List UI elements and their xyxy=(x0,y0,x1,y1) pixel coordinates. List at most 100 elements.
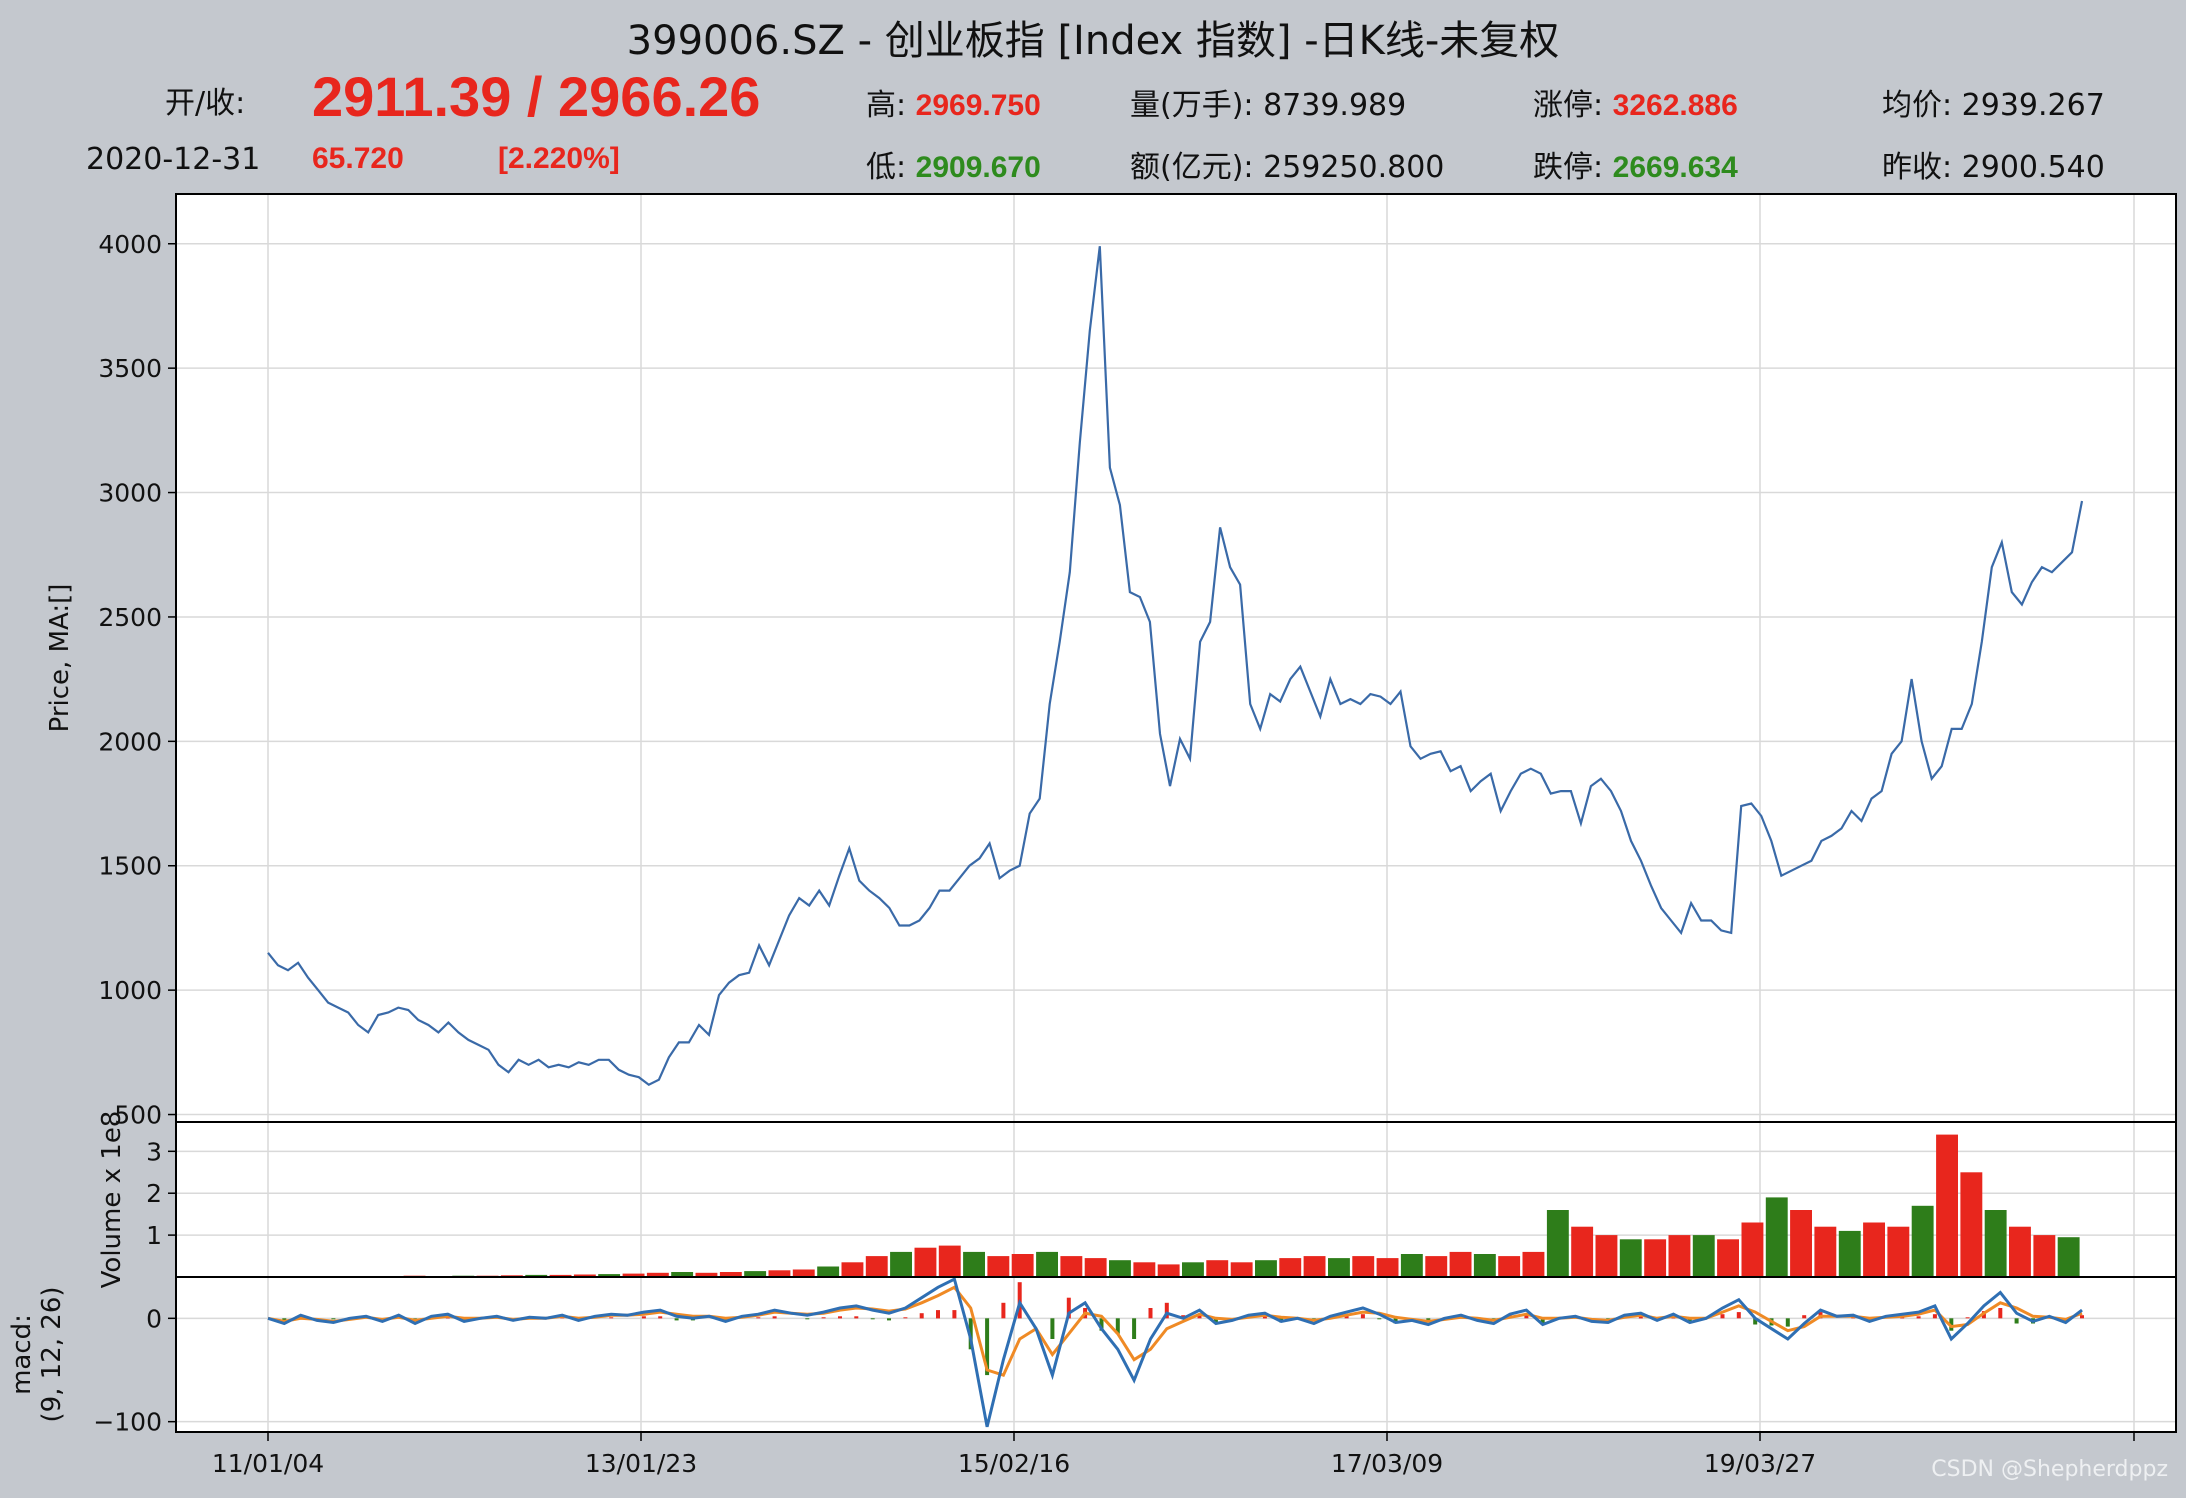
high-value: 2969.750 xyxy=(915,89,1041,122)
change-pct-value: [2.220%] xyxy=(498,142,620,175)
panel-bg-0 xyxy=(176,194,2176,1122)
macd-histogram-bar xyxy=(1916,1316,1921,1319)
macd-histogram-bar xyxy=(887,1318,891,1321)
volume-bar xyxy=(1838,1230,1861,1277)
volume-bar xyxy=(1644,1239,1667,1277)
limit-up-value: 3262.886 xyxy=(1612,89,1738,122)
volume-bar xyxy=(1011,1254,1034,1277)
volume-bar xyxy=(1036,1251,1058,1277)
macd-histogram-bar xyxy=(1638,1316,1643,1319)
macd-histogram-bar xyxy=(1360,1314,1365,1319)
open-close-value: 2911.39 / 2966.26 xyxy=(312,65,761,128)
volume-bar xyxy=(695,1272,718,1277)
volume-bar xyxy=(1084,1258,1107,1277)
macd-line xyxy=(267,1276,2083,1428)
volume-bar xyxy=(841,1262,864,1277)
low-label: 低: 2909.670 xyxy=(866,142,1041,186)
macd-histogram-bar xyxy=(1377,1318,1382,1320)
prev-close-label: 昨收: 2900.540 xyxy=(1882,142,2105,186)
limit-up-label: 涨停: 3262.886 xyxy=(1533,80,1738,124)
open-close-label: 开/收: xyxy=(165,86,246,121)
panel-border-2 xyxy=(175,1276,2177,1433)
watermark: CSDN @Shepherdppz xyxy=(1931,1457,2168,1482)
prev-close-label-text: 昨收: xyxy=(1882,150,1953,185)
macd-histogram-bar xyxy=(919,1313,924,1319)
volume-bar xyxy=(1425,1256,1448,1277)
volume-bar xyxy=(987,1256,1010,1277)
volume-bar xyxy=(1546,1210,1569,1277)
volume-bar xyxy=(1473,1254,1496,1277)
macd-histogram-bar xyxy=(1344,1315,1349,1319)
volume-label: 量(万手): 8739.989 xyxy=(1130,80,1406,124)
limit-down-value: 2669.634 xyxy=(1612,151,1738,184)
volume-bar xyxy=(865,1256,888,1277)
volume-bar xyxy=(914,1247,937,1277)
limit-up-label-text: 涨停: xyxy=(1533,88,1604,123)
volume-bar xyxy=(792,1269,815,1277)
volume-bar xyxy=(622,1273,645,1277)
volume-bar xyxy=(1303,1256,1326,1277)
volume-bar xyxy=(1911,1205,1934,1277)
volume-bar xyxy=(1595,1235,1618,1277)
x-tick-label-3: 17/03/09 xyxy=(1331,1449,1443,1478)
volume-bar xyxy=(2009,1226,2031,1277)
volume-bar xyxy=(1790,1210,1812,1277)
macd-histogram-bar xyxy=(1115,1318,1120,1334)
volume-bar xyxy=(1400,1254,1423,1277)
volume-ytick-label-0: 1 xyxy=(146,1221,162,1250)
volume-axis-label: Volume x 1e8 xyxy=(97,1111,127,1289)
macd-histogram-bar xyxy=(1050,1318,1055,1339)
macd-histogram-bar xyxy=(1001,1302,1006,1319)
price-ytick-label-6: 3500 xyxy=(98,354,162,383)
volume-bar xyxy=(1887,1226,1910,1277)
macd-histogram-bar xyxy=(1720,1314,1725,1319)
x-tick-label-4: 19/03/27 xyxy=(1704,1449,1816,1478)
macd-histogram-bar xyxy=(870,1318,875,1320)
price-ytick-label-2: 1500 xyxy=(98,852,162,881)
volume-bar xyxy=(1498,1256,1521,1277)
macd-histogram-bar xyxy=(1965,1317,1970,1319)
volume-bar xyxy=(1571,1226,1594,1277)
macd-histogram-bar xyxy=(821,1317,826,1319)
macd-histogram-bar xyxy=(1099,1318,1104,1331)
macd-histogram-bar xyxy=(1524,1314,1529,1319)
macd-histogram-bar xyxy=(2014,1318,2019,1324)
volume-bar xyxy=(1668,1235,1691,1277)
volume-bar xyxy=(1984,1210,2007,1277)
volume-bar xyxy=(1692,1235,1715,1277)
macd-axis-label: macd: xyxy=(7,1314,37,1395)
macd-ytick-label-0: 0 xyxy=(146,1304,162,1333)
volume-value: 8739.989 xyxy=(1263,88,1407,123)
macd-histogram-bar xyxy=(1998,1308,2003,1319)
chart-title: 399006.SZ - 创业板指 [Index 指数] -日K线-未复权 xyxy=(626,18,1560,64)
price-ytick-label-5: 3000 xyxy=(98,479,162,508)
avg-label: 均价: 2939.267 xyxy=(1882,80,2105,124)
price-axis-label: Price, MA:[] xyxy=(45,584,75,733)
volume-bar xyxy=(1814,1226,1837,1277)
volume-bar xyxy=(744,1271,767,1277)
macd-histogram-bar xyxy=(331,1318,336,1320)
macd-histogram-bar xyxy=(609,1317,614,1319)
volume-bar xyxy=(2057,1237,2080,1277)
volume-bar xyxy=(598,1274,621,1277)
volume-bar xyxy=(1522,1251,1545,1277)
macd-histogram-bar xyxy=(1540,1318,1545,1325)
macd-histogram-bar xyxy=(952,1310,957,1319)
volume-bar xyxy=(817,1266,840,1277)
volume-bar xyxy=(1206,1260,1229,1277)
volume-label-text: 量(万手): xyxy=(1130,88,1254,123)
x-tick-label-2: 15/02/16 xyxy=(958,1449,1070,1478)
high-label-text: 高: xyxy=(866,88,907,123)
macd-histogram-bar xyxy=(805,1318,810,1320)
price-ytick-label-1: 1000 xyxy=(98,976,162,1005)
macd-histogram-bar xyxy=(903,1317,908,1319)
price-series-line xyxy=(267,246,2084,1086)
prev-close-value: 2900.540 xyxy=(1961,150,2105,185)
macd-histogram-bar xyxy=(1148,1308,1153,1319)
volume-bar xyxy=(2033,1235,2056,1277)
volume-bar xyxy=(890,1251,912,1277)
avg-value: 2939.267 xyxy=(1961,88,2105,123)
macd-histogram-bar xyxy=(658,1316,663,1319)
macd-histogram-bar xyxy=(1164,1302,1169,1319)
volume-bar xyxy=(1255,1260,1277,1277)
